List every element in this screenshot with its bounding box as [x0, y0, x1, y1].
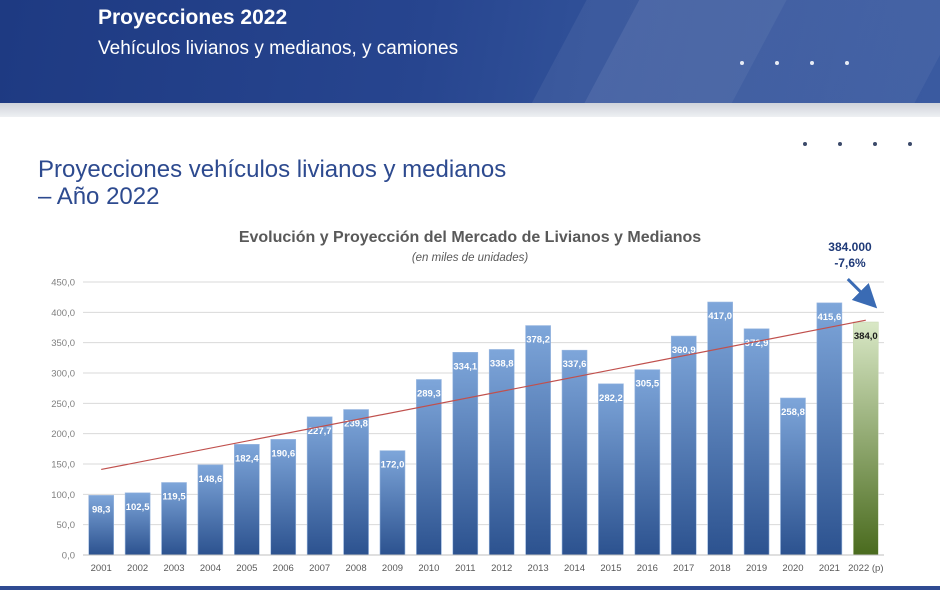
- x-tick-label: 2017: [673, 563, 694, 574]
- bar-value-label: 337,6: [563, 359, 587, 370]
- y-tick-label: 100,0: [51, 490, 75, 501]
- bar: [343, 409, 369, 556]
- bar-value-label: 172,0: [381, 460, 405, 471]
- bar-value-label: 289,3: [417, 388, 441, 399]
- section-title: Proyecciones vehículos livianos y median…: [38, 156, 507, 210]
- y-tick-label: 300,0: [51, 369, 75, 380]
- bar-value-label: 190,6: [271, 448, 295, 459]
- bar: [452, 352, 479, 556]
- bar-value-label: 102,5: [126, 502, 150, 513]
- bar: [161, 482, 187, 556]
- bar: [670, 335, 697, 556]
- bar-value-label: 372,9: [745, 338, 769, 349]
- x-tick-label: 2022 (p): [848, 563, 883, 574]
- bar-value-label: 305,5: [635, 379, 659, 390]
- y-tick-label: 50,0: [57, 520, 76, 531]
- bar-value-label: 258,8: [781, 407, 805, 418]
- bar: [743, 328, 770, 556]
- x-tick-label: 2011: [455, 563, 475, 574]
- projection-value: 384.000: [828, 240, 872, 254]
- x-tick-label: 2005: [236, 563, 257, 574]
- x-tick-label: 2021: [819, 563, 840, 574]
- x-tick-label: 2012: [491, 563, 512, 574]
- x-tick-label: 2018: [710, 563, 731, 574]
- bar-value-label: 360,9: [672, 345, 696, 356]
- projection-annotation: 384.000 -7,6%: [812, 239, 888, 271]
- bar: [88, 495, 115, 556]
- x-tick-label: 2002: [127, 563, 148, 574]
- trendline: [101, 319, 866, 471]
- x-tick-label: 2007: [309, 563, 330, 574]
- bar: [816, 302, 843, 556]
- bar: [488, 349, 515, 556]
- x-tick-label: 2006: [273, 563, 294, 574]
- projection-change: -7,6%: [834, 256, 866, 270]
- y-tick-label: 250,0: [51, 399, 75, 410]
- x-tick-label: 2001: [91, 563, 112, 574]
- arrow-down-right-icon: [846, 277, 878, 309]
- x-tick-label: 2014: [564, 563, 585, 574]
- bar-value-label: 119,5: [162, 492, 186, 503]
- bar: [598, 383, 624, 556]
- bar: [852, 321, 879, 556]
- bar: [780, 397, 806, 556]
- header-shadow-bar: [0, 103, 940, 117]
- bar-value-label: 98,3: [92, 504, 111, 515]
- bar-value-label: 182,4: [235, 453, 259, 464]
- bar-value-label: 282,2: [599, 393, 623, 404]
- bar-value-label: 384,0: [854, 331, 878, 342]
- y-tick-label: 450,0: [51, 278, 75, 289]
- chart-subtitle: (en miles de unidades): [411, 252, 529, 264]
- bar: [124, 492, 151, 556]
- decorative-dot: [775, 61, 779, 65]
- x-tick-label: 2010: [418, 563, 439, 574]
- y-tick-label: 400,0: [51, 308, 75, 319]
- decorative-dot: [908, 142, 912, 146]
- bar: [525, 325, 551, 556]
- banner-subtitle: Vehículos livianos y medianos, y camione…: [98, 38, 459, 59]
- bar: [234, 444, 260, 556]
- bar: [306, 416, 333, 556]
- x-tick-label: 2008: [345, 563, 366, 574]
- bar-value-label: 148,6: [199, 474, 223, 485]
- decorative-dot: [810, 61, 814, 65]
- bar-value-label: 417,0: [708, 311, 732, 322]
- bar-value-label: 239,8: [344, 419, 368, 430]
- y-tick-label: 200,0: [51, 429, 75, 440]
- bar-value-label: 378,2: [526, 335, 550, 346]
- x-tick-label: 2015: [600, 563, 621, 574]
- x-tick-label: 2020: [782, 563, 803, 574]
- banner-title: Proyecciones 2022: [98, 6, 288, 29]
- y-tick-label: 350,0: [51, 338, 75, 349]
- chart-title: Evolución y Proyección del Mercado de Li…: [238, 229, 702, 246]
- x-tick-label: 2009: [382, 563, 403, 574]
- decorative-dot: [838, 142, 842, 146]
- bar-value-label: 334,1: [453, 361, 477, 372]
- decorative-dot: [740, 61, 744, 65]
- decorative-dot: [803, 142, 807, 146]
- bar: [634, 369, 661, 556]
- x-tick-label: 2003: [163, 563, 184, 574]
- x-tick-label: 2019: [746, 563, 767, 574]
- bar: [270, 439, 297, 556]
- bar: [561, 349, 588, 556]
- decorative-dot: [873, 142, 877, 146]
- bar: [707, 301, 733, 556]
- x-tick-label: 2004: [200, 563, 221, 574]
- bar-value-label: 227,7: [308, 426, 332, 437]
- x-tick-label: 2016: [637, 563, 658, 574]
- header-banner: Proyecciones 2022 Vehículos livianos y m…: [0, 0, 940, 103]
- decorative-dot: [845, 61, 849, 65]
- bar: [379, 450, 406, 556]
- footer-line: [0, 586, 940, 590]
- x-tick-label: 2013: [528, 563, 549, 574]
- bar-value-label: 338,8: [490, 358, 514, 369]
- y-tick-label: 0,0: [62, 551, 75, 562]
- y-tick-label: 150,0: [51, 460, 75, 471]
- bar-value-label: 415,6: [817, 312, 841, 323]
